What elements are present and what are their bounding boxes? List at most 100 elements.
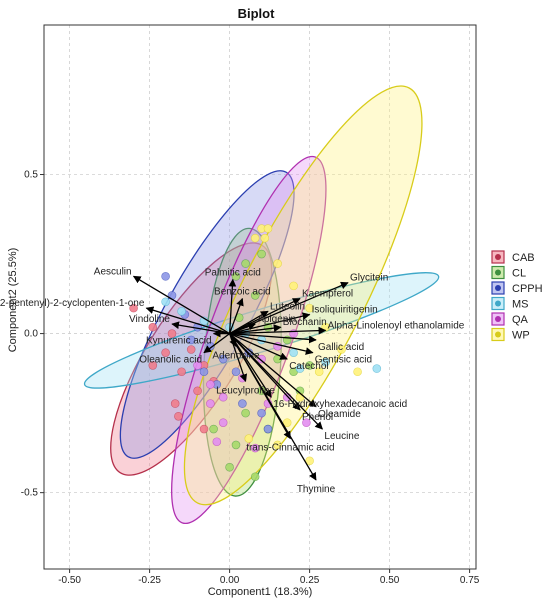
loading-arrow-3 — [228, 278, 237, 334]
loading-label-6: Kaempferol — [302, 289, 353, 300]
loading-label-16: Oleanolic acid — [139, 355, 202, 366]
loading-label-21: Oleamide — [318, 409, 361, 420]
plot-frame — [43, 24, 477, 570]
loading-label-2: Vindoline — [129, 314, 170, 325]
point-wp-11 — [282, 418, 292, 427]
loading-label-3: Palmitic acid — [205, 268, 261, 279]
loading-arrow-13 — [229, 332, 317, 344]
loading-arrow-21 — [229, 333, 317, 408]
point-wp-14 — [353, 367, 362, 377]
legend-marker-wp — [495, 331, 501, 338]
loading-arrow-15 — [229, 332, 314, 355]
point-qa-13 — [302, 418, 311, 427]
point-cpph-13 — [263, 424, 273, 434]
point-cpph-9 — [186, 335, 196, 345]
legend: CAB CL CPPH MS QA WP — [491, 250, 543, 342]
loading-arrow-17 — [229, 332, 288, 360]
loading-label-14: Adenosine — [212, 350, 260, 361]
loading-arrow-0 — [132, 275, 230, 335]
loading-arrow-4 — [228, 297, 244, 334]
loading-label-0: Aesculin — [94, 266, 132, 277]
grid-lines — [44, 25, 476, 569]
legend-marker-cl — [495, 269, 501, 276]
y-axis-label: Component2 (25.5%) — [7, 248, 19, 353]
point-cl-11 — [231, 440, 241, 450]
point-cpph-7 — [231, 367, 241, 377]
loading-label-12: Alpha-Linolenoyl ethanolamide — [328, 320, 465, 331]
loading-label-5: Glycitein — [350, 273, 388, 284]
loading-label-9: Apigenin — [257, 314, 296, 325]
point-cl-2 — [257, 249, 266, 259]
loading-arrow-11 — [229, 324, 282, 335]
point-cl-13 — [225, 462, 234, 472]
legend-label-cpph: CPPH — [512, 283, 543, 295]
loading-arrow-8 — [229, 312, 311, 335]
loading-label-1: (Z)-3-Methyl-2-(2-pentenyl)-2-cyclopente… — [0, 298, 145, 309]
point-qa-10 — [212, 437, 222, 447]
x-tick-label-0: -0.50 — [58, 575, 81, 586]
x-tick-label-5: 0.75 — [460, 575, 480, 586]
point-wp-6 — [305, 303, 314, 313]
point-ms-5 — [321, 357, 330, 367]
loading-label-4: Benzoic acid — [214, 287, 271, 298]
plot-area — [44, 25, 476, 569]
point-wp-12 — [273, 440, 282, 450]
legend-label-qa: QA — [512, 314, 529, 326]
loading-label-7: Luteolin — [270, 301, 305, 312]
loading-label-15: Gentisic acid — [315, 355, 372, 366]
loading-labels: Aesculin (Z)-3-Methyl-2-(2-pentenyl)-2-cy… — [0, 266, 465, 495]
legend-label-wp: WP — [512, 330, 530, 342]
legend-marker-ms — [495, 300, 501, 307]
point-qa-4 — [257, 354, 266, 364]
point-ms-0 — [177, 307, 186, 316]
point-cl-12 — [209, 424, 218, 434]
loading-label-23: trans-Cinnamic acid — [246, 443, 334, 454]
point-wp-13 — [244, 434, 254, 443]
point-cpph-5 — [199, 367, 209, 377]
legend-label-cab: CAB — [512, 252, 535, 264]
loading-label-17: Catechol — [289, 361, 328, 372]
point-wp-8 — [337, 345, 346, 354]
point-cab-1 — [148, 322, 158, 332]
legend-marker-cab — [495, 254, 501, 260]
point-cab-12 — [148, 361, 158, 370]
point-cl-14 — [250, 472, 260, 482]
point-wp-15 — [305, 456, 314, 466]
loading-arrow-16 — [203, 333, 230, 354]
loading-label-13: Gallic acid — [318, 342, 364, 353]
point-qa-11 — [250, 443, 260, 453]
point-wp-3 — [260, 233, 270, 243]
axes: -0.50 -0.25 0.00 0.25 0.50 0.75 -0.5 0.0 0.5 — [21, 24, 480, 586]
x-tick-label-1: -0.25 — [138, 575, 161, 586]
point-qa-2 — [218, 392, 228, 402]
point-wp-1 — [263, 224, 273, 233]
point-cl-17 — [305, 361, 314, 370]
loading-arrows — [132, 275, 349, 481]
point-ms-9 — [161, 297, 170, 307]
plot-background — [44, 25, 476, 569]
point-wp-2 — [250, 233, 260, 243]
legend-label-ms: MS — [512, 299, 529, 311]
loading-label-18: Leucylproline — [216, 385, 275, 396]
loading-arrow-22 — [229, 333, 323, 430]
y-tick-label-0: -0.5 — [21, 488, 39, 499]
loading-label-10: Kynurenic acid — [146, 336, 212, 347]
point-cab-2 — [167, 329, 177, 338]
x-tick-label-3: 0.25 — [300, 575, 320, 586]
legend-label-cl: CL — [512, 268, 526, 280]
ellipse-cl — [202, 227, 282, 497]
point-cl-3 — [250, 291, 260, 300]
point-wp-9 — [314, 367, 324, 377]
loading-label-19: 16-Hydroxyhexadecanoic acid — [273, 399, 407, 410]
point-qa-9 — [206, 399, 215, 408]
point-cab-11 — [174, 411, 183, 421]
point-cl-0 — [241, 259, 250, 268]
loading-arrow-7 — [229, 310, 269, 335]
point-qa-1 — [206, 380, 215, 389]
point-ms-7 — [295, 364, 305, 373]
point-ms-6 — [372, 364, 382, 373]
loading-label-22: Leucine — [324, 431, 359, 442]
chart-title: Biplot — [238, 6, 275, 21]
point-cab-8 — [161, 348, 170, 357]
y-tick-label-2: 0.5 — [24, 170, 38, 181]
